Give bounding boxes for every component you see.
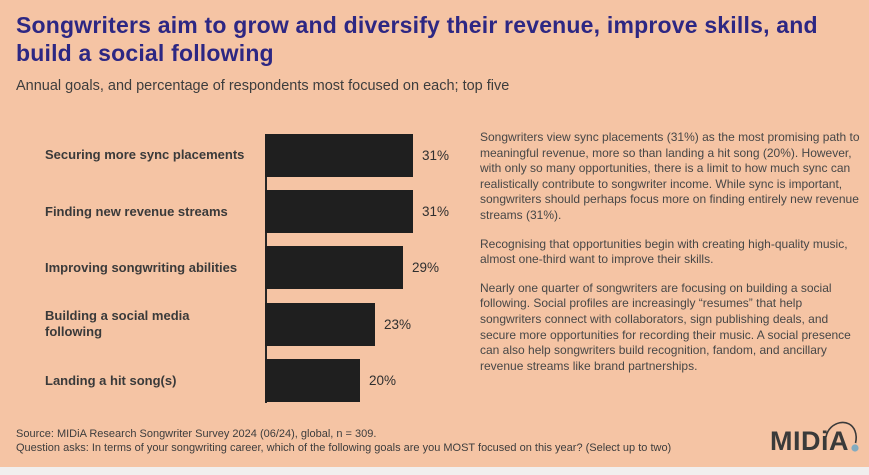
bar-value-label: 23%	[384, 316, 412, 332]
bar-category-label: Securing more sync placements	[45, 147, 245, 163]
chart-row: Building a social media following 23%	[16, 296, 472, 352]
source-note: Source: MIDiA Research Songwriter Survey…	[16, 428, 377, 440]
bar-track: 31%	[265, 133, 472, 177]
bar-track: 20%	[265, 359, 472, 403]
commentary-paragraph: Recognising that opportunities begin wit…	[480, 236, 848, 267]
chart-row: Improving songwriting abilities 29%	[16, 240, 472, 296]
commentary-paragraph: Songwriters view sync placements (31%) a…	[480, 130, 860, 222]
commentary-paragraph: Nearly one quarter of songwriters are fo…	[480, 280, 851, 373]
midia-logo: MIDiA	[770, 421, 859, 458]
bar-track: 31%	[265, 190, 472, 234]
bar-value-label: 29%	[412, 260, 440, 276]
question-note: Question asks: In terms of your songwrit…	[16, 441, 672, 454]
bar	[265, 246, 403, 290]
chart-row: Finding new revenue streams 31%	[16, 183, 472, 239]
footer: Source: MIDiA Research Songwriter Survey…	[16, 428, 716, 455]
commentary-panel: Songwriters view sync placements (31%) a…	[480, 130, 863, 387]
bar	[265, 359, 360, 403]
bar-value-label: 31%	[422, 147, 450, 163]
bottom-strip	[0, 467, 869, 475]
bar-category-label: Improving songwriting abilities	[45, 259, 238, 275]
bar-value-label: 20%	[369, 373, 397, 389]
logo-orbit-icon	[825, 421, 859, 452]
bar-chart: Securing more sync placements 31% Finding …	[16, 127, 472, 410]
page-subtitle: Annual goals, and percentage of responde…	[16, 78, 510, 94]
chart-row: Securing more sync placements 31%	[16, 127, 472, 183]
bar	[265, 190, 413, 234]
bar	[265, 302, 375, 346]
bar-category-label: Finding new revenue streams	[45, 203, 228, 219]
bar-category-label: Landing a hit song(s)	[45, 372, 177, 388]
header: Songwriters aim to grow and diversify th…	[16, 11, 854, 95]
bar-value-label: 31%	[422, 204, 450, 220]
page-title: Songwriters aim to grow and diversify th…	[16, 12, 818, 66]
chart-row: Landing a hit song(s) 20%	[16, 353, 472, 409]
bar-category-label: Building a social media following	[45, 308, 190, 340]
bar-track: 23%	[265, 302, 472, 346]
bar	[265, 133, 413, 177]
bar-track: 29%	[265, 246, 472, 290]
chart-rows: Securing more sync placements 31% Finding …	[16, 127, 472, 409]
midia-logo-text: MIDiA	[770, 426, 849, 456]
